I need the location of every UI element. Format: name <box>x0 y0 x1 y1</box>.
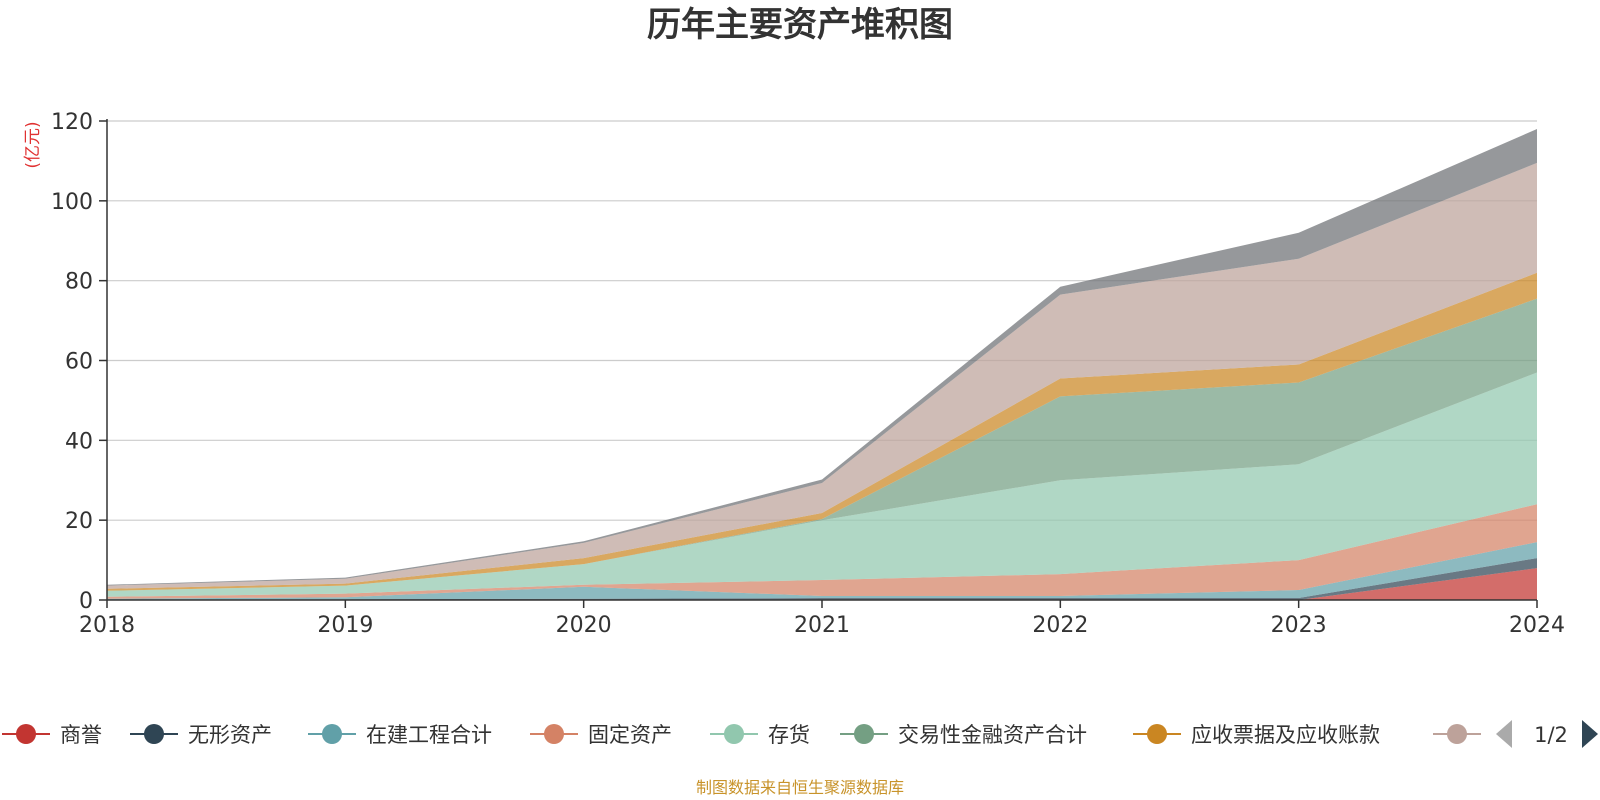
legend-item[interactable]: 在建工程合计 <box>308 723 492 747</box>
legend-item[interactable] <box>1433 724 1481 744</box>
area-series-0 <box>107 568 1537 600</box>
y-tick-label: 0 <box>79 589 93 614</box>
axes: 0 20 40 60 80 100 120 2018 2019 2020 2021 2022 2023 2… <box>51 110 1565 638</box>
legend-marker <box>322 724 342 744</box>
next-page-icon[interactable] <box>1582 720 1598 748</box>
x-tick-label: 2022 <box>1032 613 1088 638</box>
legend-label: 在建工程合计 <box>366 723 492 747</box>
x-tick-label: 2023 <box>1271 613 1327 638</box>
legend-marker <box>144 724 164 744</box>
x-tick-label: 2020 <box>556 613 612 638</box>
legend: 商誉 无形资产 在建工程合计 固定资产 存货 交易性金融资产合计 应收票据及应收账款 1/2 <box>2 720 1598 748</box>
y-tick-label: 60 <box>65 350 93 375</box>
y-axis-unit: (亿元) <box>23 121 43 168</box>
legend-page-indicator: 1/2 <box>1534 723 1568 747</box>
prev-page-icon[interactable] <box>1496 720 1512 748</box>
x-tick-label: 2019 <box>317 613 373 638</box>
legend-pager[interactable]: 1/2 <box>1496 720 1598 748</box>
y-tick-label: 120 <box>51 110 93 135</box>
area-series-7 <box>107 162 1537 589</box>
legend-item[interactable]: 无形资产 <box>130 723 272 747</box>
area-series-3 <box>107 504 1537 599</box>
legend-marker <box>1447 724 1467 744</box>
legend-label: 固定资产 <box>588 723 672 747</box>
legend-marker <box>854 724 874 744</box>
y-tick-label: 100 <box>51 190 93 215</box>
legend-item[interactable]: 商誉 <box>2 723 102 747</box>
data-source-note: 制图数据来自恒生聚源数据库 <box>696 778 904 797</box>
area-series-4 <box>107 372 1537 597</box>
legend-item[interactable]: 存货 <box>710 723 810 747</box>
chart-title: 历年主要资产堆积图 <box>647 5 953 45</box>
legend-marker <box>1147 724 1167 744</box>
legend-label: 应收票据及应收账款 <box>1191 723 1380 747</box>
legend-label: 交易性金融资产合计 <box>898 723 1087 747</box>
legend-label: 存货 <box>768 723 810 747</box>
legend-item[interactable]: 交易性金融资产合计 <box>840 723 1087 747</box>
legend-marker <box>544 724 564 744</box>
legend-marker <box>724 724 744 744</box>
legend-label: 商誉 <box>60 723 102 747</box>
y-tick-label: 40 <box>65 429 93 454</box>
legend-marker <box>16 724 36 744</box>
legend-label: 无形资产 <box>188 723 272 747</box>
x-tick-label: 2018 <box>79 613 135 638</box>
x-tick-label: 2024 <box>1509 613 1565 638</box>
x-tick-label: 2021 <box>794 613 850 638</box>
legend-item[interactable]: 固定资产 <box>530 723 672 747</box>
area-series-5 <box>107 298 1537 591</box>
y-tick-label: 80 <box>65 270 93 295</box>
legend-item[interactable]: 应收票据及应收账款 <box>1133 723 1380 747</box>
y-tick-label: 20 <box>65 509 93 534</box>
area-series <box>107 129 1537 600</box>
